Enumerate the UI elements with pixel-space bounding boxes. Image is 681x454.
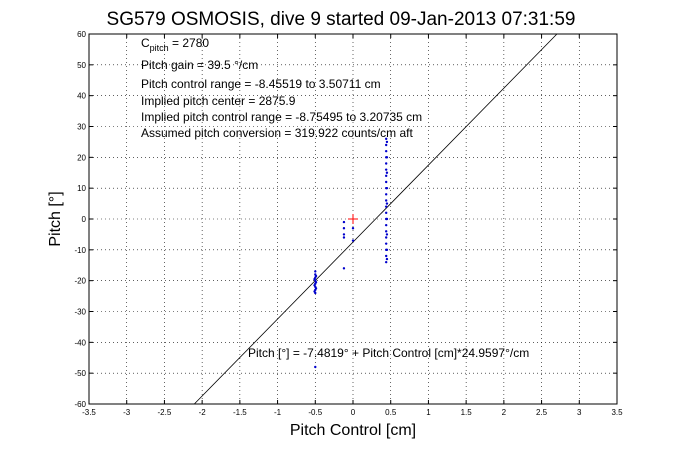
y-tick-label: -50	[74, 369, 86, 378]
data-points	[313, 137, 389, 369]
x-tick-label: 3	[577, 408, 582, 417]
x-tick-label: -3.5	[82, 408, 96, 417]
data-point	[384, 223, 388, 227]
data-point	[385, 248, 389, 252]
data-point	[384, 149, 388, 153]
y-tick-label: -60	[74, 400, 86, 409]
data-point	[385, 202, 389, 205]
x-axis-ticks: -3.5 -3 -2.5 -2 -1.5 -1 -0.5 0 0.5 1 1.5 2 2.5 3 3.5	[82, 34, 623, 417]
annotation-implied-pitch-center: Implied pitch center = 2875.9	[141, 94, 296, 108]
fit-line	[194, 33, 558, 405]
chart-title: SG579 OSMOSIS, dive 9 started 09-Jan-201…	[107, 9, 576, 30]
data-point	[384, 193, 388, 196]
y-tick-label: 60	[77, 30, 86, 39]
x-tick-label: 2.5	[536, 408, 548, 417]
data-point	[314, 365, 317, 369]
data-point	[384, 205, 388, 208]
y-axis-ticks: 60 50 40 30 20 10 0 -10 -20 -30 -40 -50 -60	[74, 30, 617, 409]
data-point	[384, 180, 388, 184]
x-tick-label: -3	[123, 408, 131, 417]
x-tick-label: 0.5	[385, 408, 397, 417]
data-point	[384, 230, 388, 233]
data-point	[384, 260, 388, 264]
y-tick-label: 0	[82, 215, 87, 224]
data-point	[342, 233, 346, 236]
data-point	[314, 287, 318, 290]
data-point	[351, 239, 355, 242]
y-tick-label: 30	[77, 123, 86, 132]
y-tick-label: 20	[77, 153, 86, 162]
annotation-c-pitch-sub: pitch	[150, 43, 169, 53]
data-point	[385, 171, 389, 174]
x-tick-label: 2	[502, 408, 507, 417]
annotation-pitch-gain: Pitch gain = 39.5 °/cm	[141, 58, 258, 72]
x-tick-label: -0.5	[308, 408, 322, 417]
data-point	[314, 274, 318, 278]
data-point	[384, 236, 388, 239]
y-tick-label: -30	[74, 308, 86, 317]
data-point	[384, 162, 388, 165]
annotation-c-pitch-value: = 2780	[169, 36, 210, 50]
data-point	[384, 143, 388, 147]
y-axis-label: Pitch [°]	[47, 191, 64, 246]
y-tick-label: -40	[74, 338, 86, 347]
data-point	[385, 140, 389, 144]
data-point	[385, 186, 389, 190]
x-tick-label: -1.5	[233, 408, 247, 417]
data-point	[385, 217, 389, 221]
data-point	[385, 257, 389, 261]
annotation-implied-pitch-control-range: Implied pitch control range = -8.75495 t…	[141, 110, 422, 124]
x-tick-label: -1	[274, 408, 282, 417]
annotation-c-pitch-prefix: C	[141, 36, 150, 50]
data-point	[342, 267, 346, 270]
data-point	[384, 168, 388, 171]
data-point	[385, 156, 389, 159]
annotation-pitch-control-range: Pitch control range = -8.45519 to 3.5071…	[141, 77, 381, 91]
y-tick-label: -20	[74, 277, 86, 286]
x-tick-label: 1.5	[461, 408, 473, 417]
data-point	[384, 242, 388, 245]
annotation-c-pitch: Cpitch = 2780	[141, 36, 209, 53]
data-point	[314, 281, 318, 284]
data-point	[342, 227, 346, 230]
data-point	[342, 236, 346, 239]
data-point	[313, 290, 316, 293]
data-point	[384, 199, 388, 202]
data-point	[384, 137, 388, 141]
data-point	[313, 284, 316, 287]
y-tick-label: 50	[77, 61, 86, 70]
y-tick-label: 40	[77, 92, 86, 101]
data-point	[351, 227, 355, 230]
x-tick-label: -2.5	[158, 408, 172, 417]
annotation-assumed-pitch-conversion: Assumed pitch conversion = 319.922 count…	[141, 126, 413, 140]
grid	[89, 34, 617, 404]
y-tick-label: -10	[74, 246, 86, 255]
data-point	[384, 254, 388, 258]
x-axis-label: Pitch Control [cm]	[290, 422, 416, 439]
data-point	[385, 233, 389, 236]
x-tick-label: -2	[199, 408, 207, 417]
data-point	[314, 270, 317, 273]
x-tick-label: 3.5	[611, 408, 623, 417]
x-tick-label: 0	[351, 408, 356, 417]
data-point	[384, 174, 388, 178]
fit-line-layer	[194, 33, 558, 405]
x-tick-label: 1	[426, 408, 431, 417]
annotation-fit-equation: Pitch [°] = -7.4819° + Pitch Control [cm…	[248, 346, 529, 360]
center-marker-layer	[348, 214, 358, 224]
data-point	[313, 277, 316, 281]
data-point	[342, 220, 346, 224]
data-point	[384, 211, 388, 215]
y-tick-label: 10	[77, 184, 86, 193]
